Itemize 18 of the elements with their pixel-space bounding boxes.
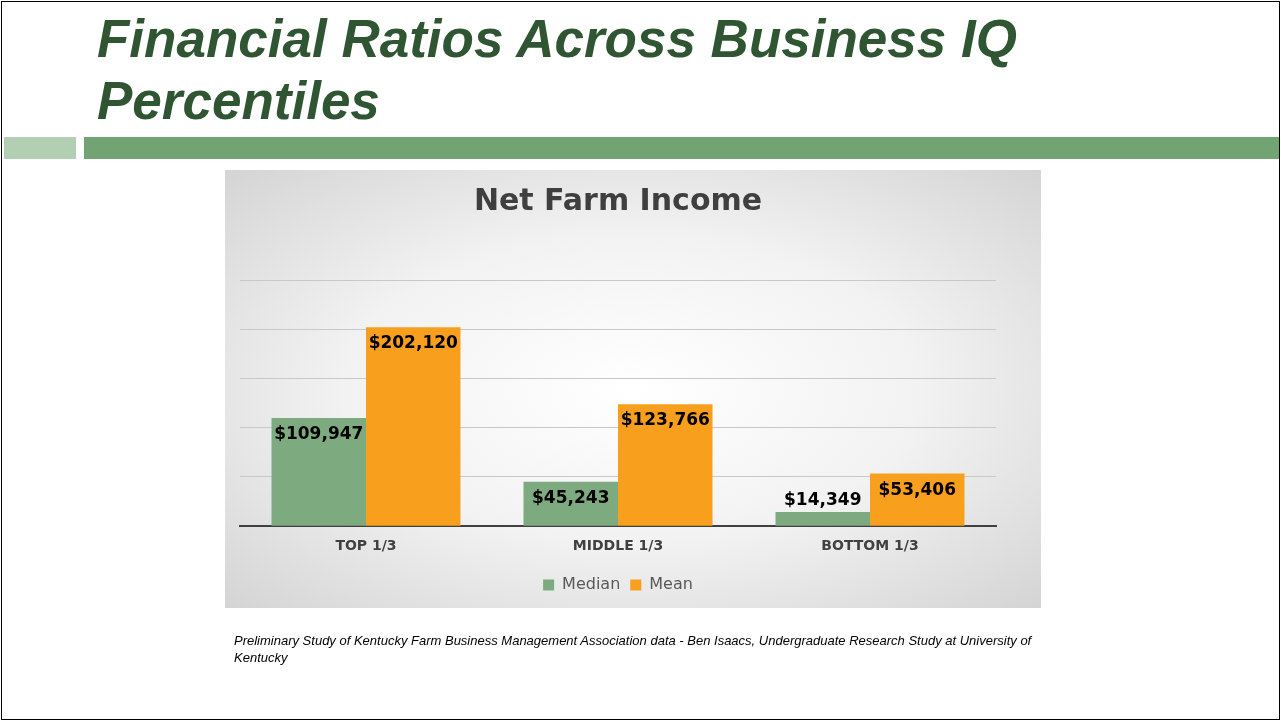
legend-label: Mean (649, 574, 693, 594)
text: Preliminary Study of Kentucky Farm Business Management Association data - Ben Isaacs, Undergraduate Research Study at University of Kentucky (234, 632, 1033, 666)
bar (618, 404, 713, 526)
data-label: $123,766 (620, 409, 710, 430)
data-label: $14,349 (784, 488, 862, 509)
data-label: $202,120 (368, 332, 459, 353)
chart-title: Financial Ratios Across Business IQ Percentiles (97, 8, 1018, 132)
bar (271, 417, 366, 526)
bar (366, 327, 461, 526)
data-label: $45,243 (532, 486, 610, 507)
data-label: $109,947 (274, 422, 364, 443)
bar (775, 512, 870, 526)
data-label: $53,406 (878, 478, 956, 499)
legend-label: Median (562, 574, 621, 594)
x-tick-label: BOTTOM 1/3 (821, 537, 919, 554)
x-tick-label: MIDDLE 1/3 (572, 537, 664, 554)
chart-subtitle: Net Farm Income (473, 181, 763, 217)
x-tick-label: TOP 1/3 (335, 537, 397, 554)
